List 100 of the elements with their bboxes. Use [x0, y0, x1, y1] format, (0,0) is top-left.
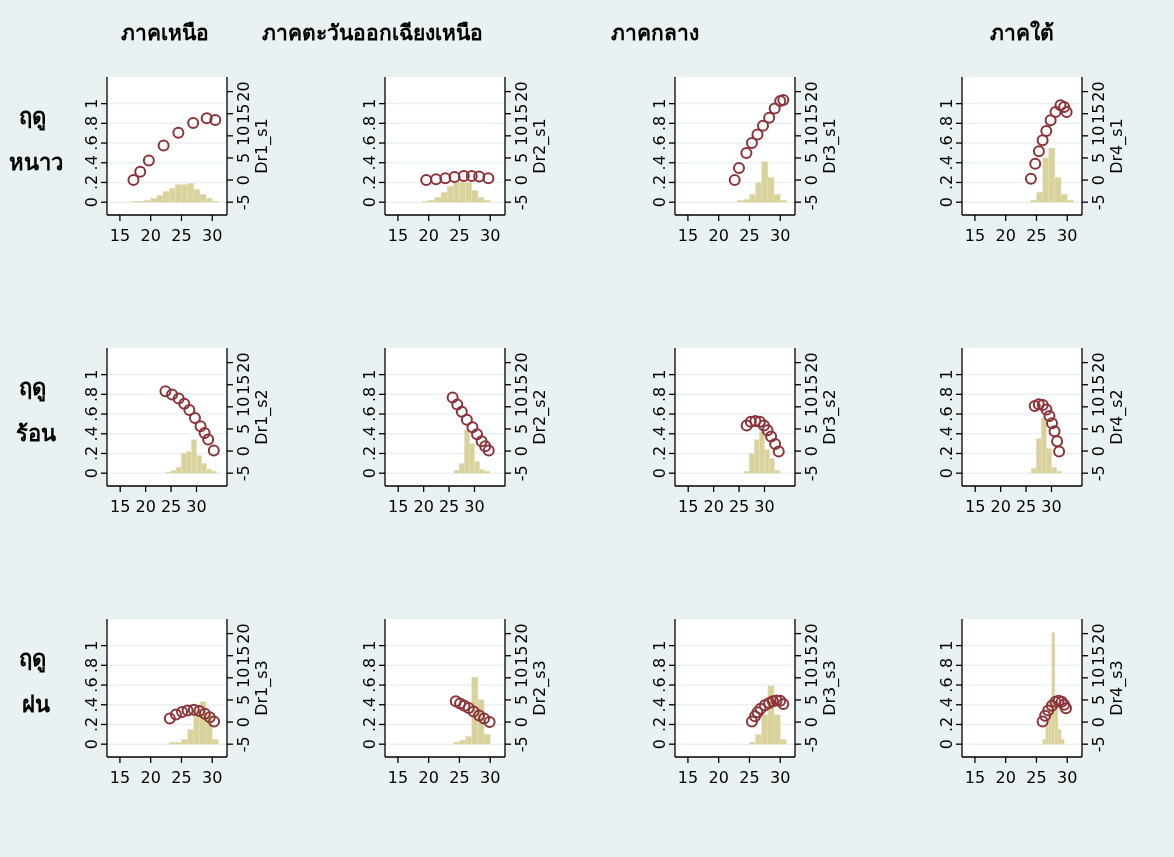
y2-tick-label: 10: [234, 667, 253, 689]
point: [753, 415, 766, 428]
y-tick-label: 1: [937, 640, 956, 651]
x-tick-label: 20: [413, 497, 434, 516]
y2-tick-label: 10: [1089, 125, 1108, 147]
x-tick-label: 15: [678, 497, 699, 516]
y-tick-label: 0: [937, 739, 956, 750]
y2-tick-label: 15: [234, 374, 253, 395]
y-tick-label: 0: [82, 468, 101, 479]
y-tick-label: .8: [360, 657, 379, 673]
point: [1060, 105, 1073, 118]
x-tick-label: 25: [1026, 226, 1047, 245]
y-tick-label: .8: [650, 657, 669, 673]
y2-axis-title: Dr3_s1: [820, 118, 840, 174]
y-tick-label: 1: [360, 640, 379, 651]
x-tick-label: 30: [480, 226, 501, 245]
y-tick-label: .2: [937, 174, 956, 191]
point: [458, 699, 471, 712]
y2-tick-label: 20: [234, 81, 253, 102]
y-tick-label: .2: [937, 445, 956, 462]
y2-tick-label: 10: [802, 396, 821, 418]
x-tick-label: 30: [202, 226, 223, 245]
x-tick-label: 20: [418, 226, 439, 245]
y2-tick-label: 5: [802, 152, 821, 164]
y2-tick-label: 0: [234, 716, 253, 728]
point: [193, 705, 206, 717]
y-tick-label: 0: [82, 197, 101, 208]
y2-tick-label: 5: [234, 423, 253, 435]
y-tick-label: .2: [650, 445, 669, 462]
point: [462, 701, 475, 714]
point: [181, 704, 194, 717]
x-tick-label: 25: [449, 226, 470, 245]
x-tick-label: 30: [202, 768, 223, 787]
x-tick-label: 25: [739, 768, 760, 787]
text: ฤดู ฝน: [18, 646, 54, 717]
x-tick-label: 25: [171, 226, 192, 245]
y-tick-label: .8: [360, 115, 379, 131]
point: [475, 435, 488, 448]
point: [772, 445, 785, 458]
point: [166, 388, 179, 401]
y2-tick-label: 10: [802, 125, 821, 147]
y2-tick-label: 0: [512, 174, 531, 186]
y2-tick-label: -5: [802, 736, 821, 753]
x-tick-label: 15: [110, 497, 131, 516]
y2-tick-label: -5: [802, 465, 821, 482]
y2-tick-label: 5: [234, 152, 253, 164]
point: [749, 414, 762, 427]
y-tick-label: .2: [937, 716, 956, 733]
point: [745, 715, 758, 728]
y2-tick-label: 20: [802, 623, 821, 644]
y-tick-label: .4: [937, 697, 956, 713]
x-tick-label: 25: [449, 768, 470, 787]
y2-tick-label: 10: [512, 396, 531, 418]
x-tick-label: 30: [1057, 768, 1078, 787]
y2-tick-label: -5: [802, 194, 821, 211]
point: [770, 694, 783, 707]
y-tick-label: .6: [82, 677, 101, 693]
x-tick-label: 30: [480, 768, 501, 787]
y-tick-label: 0: [937, 197, 956, 208]
y-tick-label: 0: [650, 739, 669, 750]
y2-tick-label: 10: [512, 667, 531, 689]
point: [1039, 709, 1052, 722]
x-tick-label: 25: [438, 497, 460, 516]
x-tick-label: 25: [171, 768, 192, 787]
point: [172, 126, 185, 139]
y-tick-label: 1: [82, 640, 101, 651]
y-tick-label: .8: [937, 657, 956, 673]
y-tick-label: .4: [650, 697, 669, 713]
point: [1049, 105, 1062, 118]
y2-axis-title: Dr2_s2: [530, 389, 550, 445]
point: [1024, 172, 1037, 185]
y2-tick-label: -5: [1089, 736, 1108, 753]
y-tick-label: .6: [360, 135, 379, 151]
point: [188, 411, 201, 424]
point: [198, 707, 211, 720]
point: [203, 711, 216, 724]
x-tick-label: 20: [708, 226, 729, 245]
x-tick-label: 20: [418, 768, 439, 787]
x-tick-label: 15: [677, 768, 699, 787]
y-tick-label: .4: [360, 697, 379, 713]
y2-tick-label: 20: [234, 352, 253, 373]
y2-tick-label: 0: [1089, 445, 1108, 457]
point: [483, 716, 496, 729]
x-tick-label: 15: [388, 497, 409, 516]
y2-axis-title: Dr1_s2: [252, 389, 272, 445]
y-tick-label: .6: [82, 406, 101, 422]
y2-axis-title: Dr3_s2: [820, 389, 840, 445]
point: [178, 397, 191, 410]
point: [1046, 417, 1058, 430]
point: [473, 709, 486, 722]
point: [733, 162, 745, 175]
x-tick-label: 20: [140, 768, 161, 787]
y-tick-label: 0: [82, 739, 101, 750]
y-tick-label: 1: [650, 98, 669, 109]
x-tick-label: 30: [1057, 226, 1078, 245]
y-tick-label: .4: [82, 697, 101, 713]
y2-tick-label: 0: [512, 716, 531, 728]
y-tick-label: 0: [360, 739, 379, 750]
point: [169, 708, 182, 721]
x-tick-label: 15: [964, 768, 986, 787]
